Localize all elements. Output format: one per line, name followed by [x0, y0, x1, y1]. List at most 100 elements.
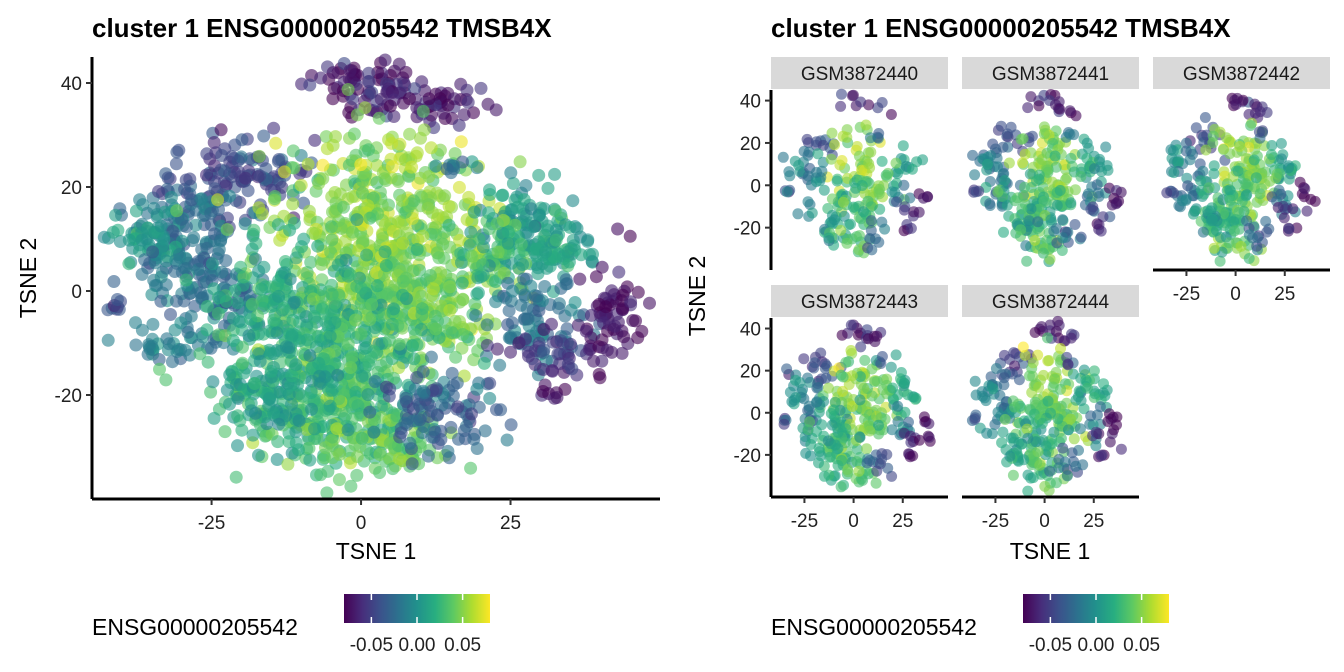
- scatter-point: [245, 297, 259, 311]
- scatter-point: [1096, 449, 1108, 461]
- scatter-point: [320, 486, 334, 500]
- scatter-point: [1039, 480, 1051, 492]
- scatter-point: [838, 210, 850, 222]
- scatter-point: [848, 201, 859, 213]
- scatter-point: [1027, 357, 1039, 369]
- scatter-point: [370, 279, 384, 293]
- scatter-point: [842, 464, 853, 475]
- scatter-point: [452, 118, 466, 132]
- scatter-point: [289, 251, 303, 265]
- scatter-point: [876, 97, 888, 108]
- scatter-point: [836, 329, 848, 341]
- facet-strip: [962, 57, 1139, 89]
- scatter-point: [581, 234, 595, 248]
- scatter-point: [1248, 154, 1260, 166]
- scatter-point: [285, 329, 299, 343]
- scatter-point: [1022, 485, 1034, 497]
- facet-panel: GSM3872444 -25 0 25: [962, 285, 1139, 532]
- scatter-point: [277, 165, 291, 179]
- scatter-point: [631, 285, 645, 299]
- scatter-point: [589, 270, 603, 284]
- scatter-point: [1232, 165, 1244, 177]
- scatter-point: [415, 426, 429, 440]
- scatter-point: [303, 453, 317, 467]
- scatter-point: [252, 448, 265, 462]
- scatter-point: [442, 218, 456, 232]
- scatter-point: [408, 82, 421, 96]
- scatter-point: [1022, 102, 1034, 114]
- scatter-point: [885, 109, 897, 120]
- scatter-point: [568, 296, 582, 309]
- scatter-point: [308, 133, 322, 147]
- scatter-point: [212, 328, 226, 342]
- scatter-point: [316, 290, 330, 304]
- scatter-point: [1208, 168, 1220, 180]
- scatter-point: [608, 319, 622, 333]
- scatter-point: [417, 386, 431, 400]
- scatter-point: [1115, 186, 1127, 198]
- scatter-point: [1045, 214, 1057, 226]
- scatter-point: [385, 160, 399, 174]
- scatter-point: [548, 167, 562, 181]
- facet-strip-label: GSM3872441: [992, 64, 1109, 85]
- right-x-axis-label: TSNE 1: [1010, 538, 1091, 564]
- scatter-point: [272, 289, 285, 303]
- scatter-point: [798, 353, 810, 365]
- scatter-point: [562, 255, 576, 269]
- scatter-point: [267, 121, 281, 135]
- scatter-point: [816, 419, 828, 431]
- scatter-point: [448, 147, 462, 161]
- scatter-point: [999, 175, 1011, 186]
- scatter-point: [546, 335, 560, 349]
- scatter-point: [446, 379, 460, 393]
- scatter-point: [1015, 224, 1027, 236]
- scatter-point: [845, 319, 857, 331]
- scatter-point: [864, 132, 876, 144]
- scatter-point: [1253, 126, 1265, 138]
- scatter-point: [454, 135, 468, 149]
- scatter-point: [566, 194, 580, 208]
- scatter-point: [1098, 378, 1109, 390]
- scatter-point: [1042, 395, 1054, 407]
- scatter-point: [301, 157, 315, 171]
- scatter-point: [992, 406, 1004, 418]
- left-chart: cluster 1 ENSG00000205542 TMSB4X -20 0 20 4…: [15, 13, 660, 564]
- scatter-point: [179, 220, 193, 234]
- scatter-point: [812, 148, 824, 160]
- scatter-point: [1090, 426, 1102, 438]
- scatter-point: [1276, 153, 1287, 165]
- scatter-point: [361, 388, 375, 402]
- scatter-point: [320, 142, 334, 156]
- scatter-point: [308, 227, 322, 241]
- scatter-point: [545, 317, 558, 331]
- scatter-point: [490, 217, 504, 231]
- x-tick-label: -25: [791, 511, 818, 532]
- scatter-point: [474, 81, 488, 95]
- scatter-point: [811, 176, 822, 188]
- scatter-point: [454, 246, 468, 260]
- scatter-point: [501, 246, 515, 259]
- scatter-point: [813, 442, 825, 454]
- scatter-point: [811, 166, 822, 178]
- scatter-point: [784, 170, 796, 182]
- scatter-point: [1030, 436, 1042, 448]
- scatter-point: [1021, 255, 1033, 267]
- scatter-point: [858, 382, 870, 394]
- scatter-point: [536, 346, 550, 360]
- scatter-point: [1031, 175, 1042, 187]
- scatter-point: [327, 82, 341, 96]
- scatter-point: [142, 338, 156, 352]
- scatter-point: [851, 456, 863, 468]
- scatter-point: [413, 171, 427, 185]
- scatter-point: [541, 181, 555, 195]
- scatter-point: [152, 185, 165, 198]
- facet-strip-label: GSM3872444: [992, 292, 1110, 313]
- scatter-point: [841, 237, 853, 249]
- scatter-point: [1089, 163, 1100, 175]
- scatter-point: [443, 280, 457, 294]
- scatter-point: [1034, 459, 1046, 471]
- scatter-point: [907, 450, 919, 462]
- scatter-point: [913, 206, 925, 218]
- scatter-point: [1261, 226, 1273, 238]
- scatter-point: [1042, 332, 1053, 344]
